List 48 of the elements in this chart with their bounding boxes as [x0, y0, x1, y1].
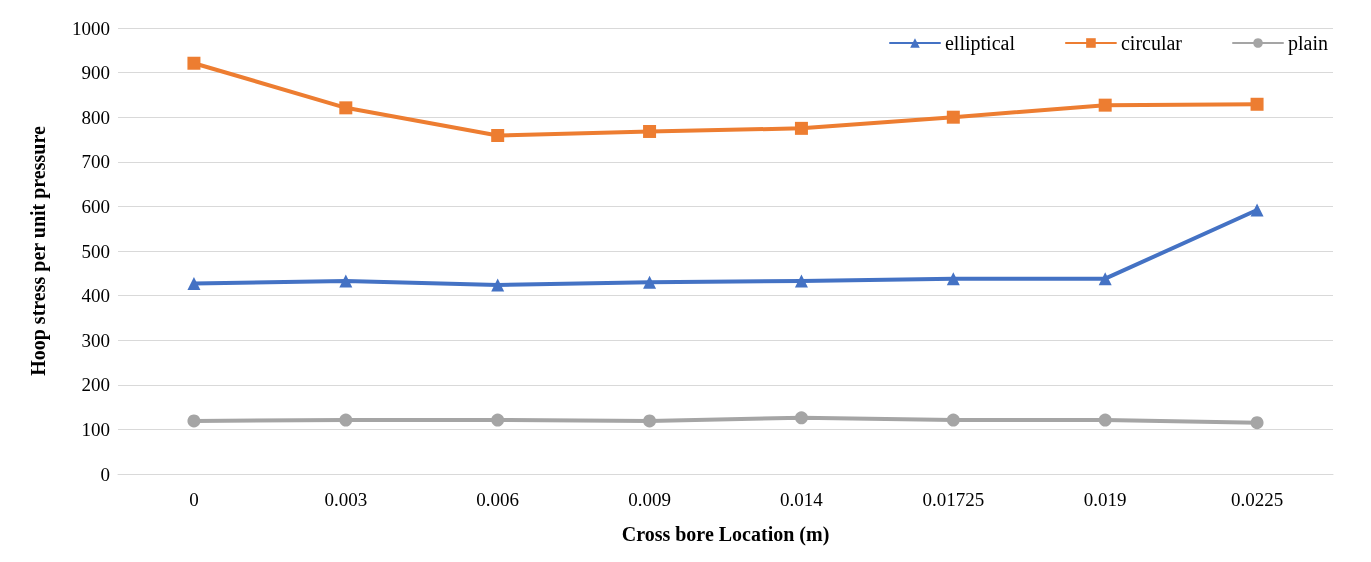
point: [1098, 272, 1112, 286]
x-tick-label: 0.009: [628, 489, 671, 510]
point: [946, 272, 960, 286]
y-tick-label: 400: [81, 285, 110, 307]
point: [491, 278, 505, 292]
point: [1250, 203, 1264, 217]
y-tick-label: 1000: [72, 17, 110, 39]
x-tick-label: 0.019: [1083, 489, 1127, 510]
point: [643, 414, 657, 428]
point: [339, 274, 353, 288]
point: [187, 414, 201, 428]
x-tick-label: 0.0225: [1230, 489, 1284, 510]
y-tick-label: 800: [81, 106, 110, 128]
point: [946, 413, 960, 427]
x-axis-title: Cross bore Location (m): [621, 523, 830, 546]
y-tick-label: 600: [81, 195, 110, 217]
point: [1098, 413, 1112, 427]
y-tick-label: 700: [81, 151, 110, 173]
point: [339, 413, 353, 427]
legend-label: elliptical: [944, 32, 1016, 55]
point: [794, 121, 808, 135]
legend-label: circular: [1120, 32, 1183, 54]
point: [946, 110, 960, 124]
point: [1250, 416, 1264, 430]
y-tick-label: 300: [81, 329, 110, 351]
point: [187, 277, 201, 291]
y-axis-title: Hoop stress per unit pressure: [27, 126, 50, 376]
point: [491, 128, 505, 142]
point: [643, 275, 657, 289]
y-tick-label: 0: [100, 463, 110, 485]
point: [1098, 98, 1112, 112]
point: [794, 411, 808, 425]
y-tick-label: 100: [81, 418, 110, 440]
point: [187, 56, 201, 70]
point: [339, 101, 353, 115]
x-tick-label: 0.006: [476, 489, 520, 510]
x-tick-label: 0.01725: [922, 489, 985, 510]
x-tick-label: 0.003: [324, 489, 368, 510]
y-tick-label: 200: [81, 374, 110, 396]
y-tick-label: 500: [81, 240, 110, 262]
point: [643, 124, 657, 138]
x-tick-label: 0: [189, 489, 199, 510]
point: [491, 413, 505, 427]
x-tick-label: 0.014: [780, 489, 824, 510]
y-tick-label: 900: [81, 62, 110, 84]
point: [1250, 97, 1264, 111]
point: [794, 274, 808, 288]
legend-label: plain: [1288, 32, 1329, 55]
